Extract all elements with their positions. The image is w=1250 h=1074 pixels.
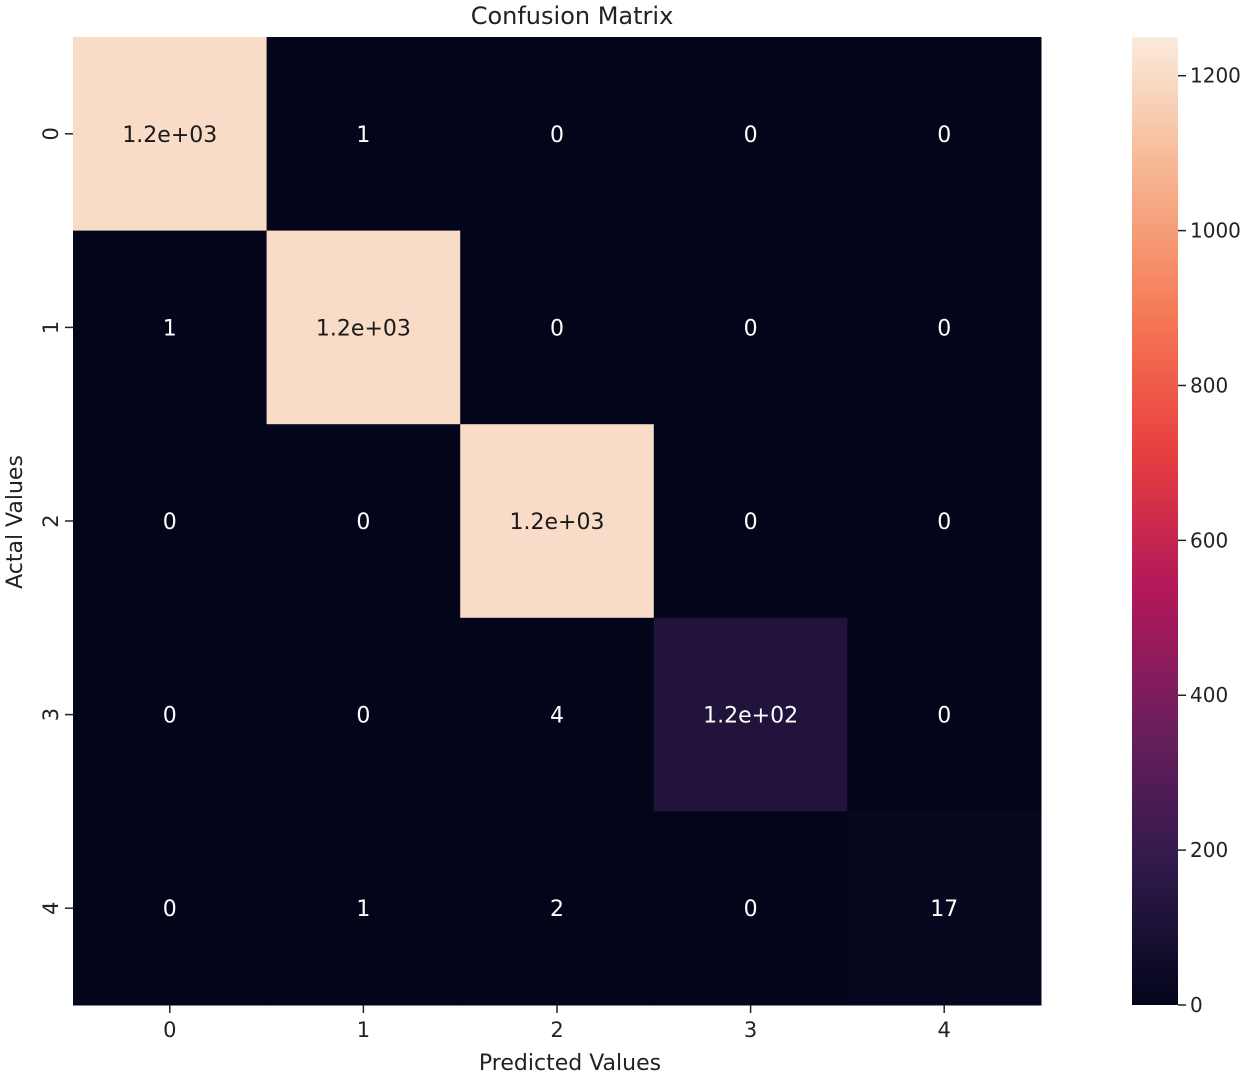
colorbar-tick-label-4: 800 [1190, 373, 1228, 397]
cell-label-4-1: 1 [356, 897, 370, 922]
heatmap-cell-2-4 [847, 424, 1042, 619]
heatmap-cell-0-3 [653, 37, 848, 232]
colorbar-tick-label-6: 1200 [1190, 64, 1241, 88]
cell-label-2-4: 0 [937, 510, 951, 535]
heatmap-cells: 1.2e+03 1 0 0 0 1 1.2e+03 0 0 0 0 0 1.2e+03 0 0 0 0 4 1.2e… [73, 37, 1042, 1006]
cell-label-1-0: 1 [163, 316, 177, 341]
colorbar-ticks: 0 200 400 600 800 1000 1200 [1178, 64, 1241, 1017]
cell-label-0-4: 0 [937, 123, 951, 148]
colorbar-tick-label-1: 200 [1190, 838, 1228, 862]
x-tick-label-0: 0 [163, 1018, 176, 1042]
x-axis-label: Predicted Values [479, 1051, 661, 1074]
cell-label-3-0: 0 [163, 704, 177, 729]
cell-label-4-4: 17 [930, 897, 958, 922]
heatmap-cell-1-4 [847, 230, 1042, 425]
x-tick-label-2: 2 [550, 1018, 563, 1042]
colorbar-tick-label-5: 1000 [1190, 219, 1241, 243]
cell-label-3-4: 0 [937, 704, 951, 729]
cell-label-2-3: 0 [744, 510, 758, 535]
heatmap-cell-3-1 [266, 617, 461, 812]
cell-label-3-2: 4 [550, 704, 564, 729]
cell-label-3-1: 0 [356, 704, 370, 729]
heatmap-cell-0-1 [266, 37, 461, 232]
heatmap-cell-3-0 [73, 617, 268, 812]
cell-label-1-1: 1.2e+03 [316, 316, 411, 341]
heatmap-cell-4-0 [73, 811, 268, 1006]
cell-label-0-0: 1.2e+03 [122, 123, 217, 148]
cell-label-2-2: 1.2e+03 [510, 510, 605, 535]
colorbar-tick-label-3: 600 [1190, 528, 1228, 552]
heatmap-cell-1-1 [266, 230, 461, 425]
x-tick-label-1: 1 [357, 1018, 370, 1042]
y-tick-label-4: 4 [39, 902, 63, 915]
heatmap-cell-0-0 [73, 37, 268, 232]
y-tick-label-3: 3 [39, 708, 63, 721]
colorbar [1132, 37, 1178, 1005]
heatmap-cell-2-3 [653, 424, 848, 619]
x-axis-ticks: 0 1 2 3 4 [163, 1005, 951, 1042]
cell-label-4-0: 0 [163, 897, 177, 922]
heatmap-cell-4-3 [653, 811, 848, 1006]
heatmap-cell-0-4 [847, 37, 1042, 232]
heatmap-cell-4-4 [847, 811, 1042, 1006]
heatmap-cell-3-3 [653, 617, 848, 812]
heatmap-cell-1-2 [460, 230, 655, 425]
chart-title: Confusion Matrix [471, 2, 674, 30]
cell-label-4-2: 2 [550, 897, 564, 922]
heatmap-cell-2-1 [266, 424, 461, 619]
cell-label-1-2: 0 [550, 316, 564, 341]
heatmap-cell-0-2 [460, 37, 655, 232]
y-tick-label-1: 1 [39, 321, 63, 334]
x-tick-label-4: 4 [938, 1018, 951, 1042]
cell-label-2-1: 0 [356, 510, 370, 535]
cell-label-2-0: 0 [163, 510, 177, 535]
colorbar-tick-label-0: 0 [1190, 993, 1203, 1017]
cell-label-0-2: 0 [550, 123, 564, 148]
heatmap-cell-3-2 [460, 617, 655, 812]
heatmap-cell-2-2 [460, 424, 655, 619]
cell-label-1-4: 0 [937, 316, 951, 341]
heatmap-cell-1-3 [653, 230, 848, 425]
cell-label-0-3: 0 [744, 123, 758, 148]
heatmap-cell-4-2 [460, 811, 655, 1006]
y-tick-label-0: 0 [39, 127, 63, 140]
cell-label-3-3: 1.2e+02 [703, 704, 798, 729]
colorbar-tick-label-2: 400 [1190, 683, 1228, 707]
heatmap-cell-3-4 [847, 617, 1042, 812]
heatmap-cell-4-1 [266, 811, 461, 1006]
heatmap-cell-2-0 [73, 424, 268, 619]
heatmap-cell-1-0 [73, 230, 268, 425]
cell-label-1-3: 0 [744, 316, 758, 341]
cell-label-4-3: 0 [744, 897, 758, 922]
cell-label-0-1: 1 [356, 123, 370, 148]
x-tick-label-3: 3 [744, 1018, 757, 1042]
y-tick-label-2: 2 [39, 514, 63, 527]
y-axis-label: Actal Values [3, 455, 28, 589]
y-axis-ticks: 0 1 2 3 4 [39, 127, 73, 915]
